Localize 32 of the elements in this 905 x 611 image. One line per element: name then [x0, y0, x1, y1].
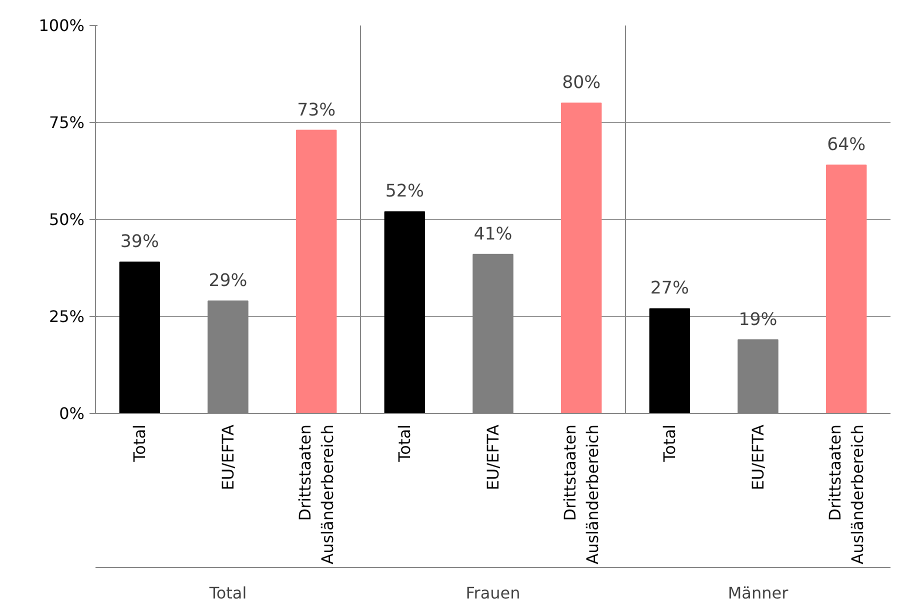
- y-tick-label: 0%: [59, 404, 85, 423]
- x-tick-label: Drittstaaten Ausländerbereich: [560, 424, 602, 564]
- y-tick-label: 50%: [48, 210, 84, 229]
- y-tick-label: 75%: [48, 113, 84, 132]
- x-tick-label: Drittstaaten Ausländerbereich: [825, 424, 868, 564]
- data-label: 39%: [120, 232, 159, 252]
- bar: [296, 130, 337, 414]
- x-tick-label: Drittstaaten Ausländerbereich: [295, 424, 338, 564]
- text: Frauen: [466, 584, 520, 602]
- data-label: 41%: [474, 224, 512, 244]
- x-tick-label: Total: [130, 424, 150, 463]
- text: Männer: [728, 584, 789, 602]
- data-label: 64%: [827, 135, 866, 156]
- bar: [826, 164, 867, 414]
- text: Total: [208, 584, 247, 602]
- data-label: 52%: [385, 182, 424, 202]
- data-label: 29%: [208, 270, 248, 291]
- x-tick-label: EU/EFTA: [218, 424, 238, 490]
- bar: [560, 102, 602, 414]
- data-label: 19%: [738, 310, 778, 330]
- y-tick-label: 25%: [48, 307, 84, 326]
- bar: [119, 262, 160, 414]
- data-label: 80%: [562, 73, 601, 94]
- x-tick-label: Total: [395, 424, 414, 463]
- data-label: 73%: [297, 100, 336, 120]
- x-tick-label: EU/EFTA: [484, 424, 502, 490]
- x-tick-label: Total: [660, 424, 680, 463]
- bar: [649, 308, 690, 414]
- data-label: 27%: [650, 278, 689, 299]
- y-tick-label: 100%: [38, 16, 85, 35]
- bar: [384, 211, 426, 414]
- x-tick-label: EU/EFTA: [748, 424, 768, 490]
